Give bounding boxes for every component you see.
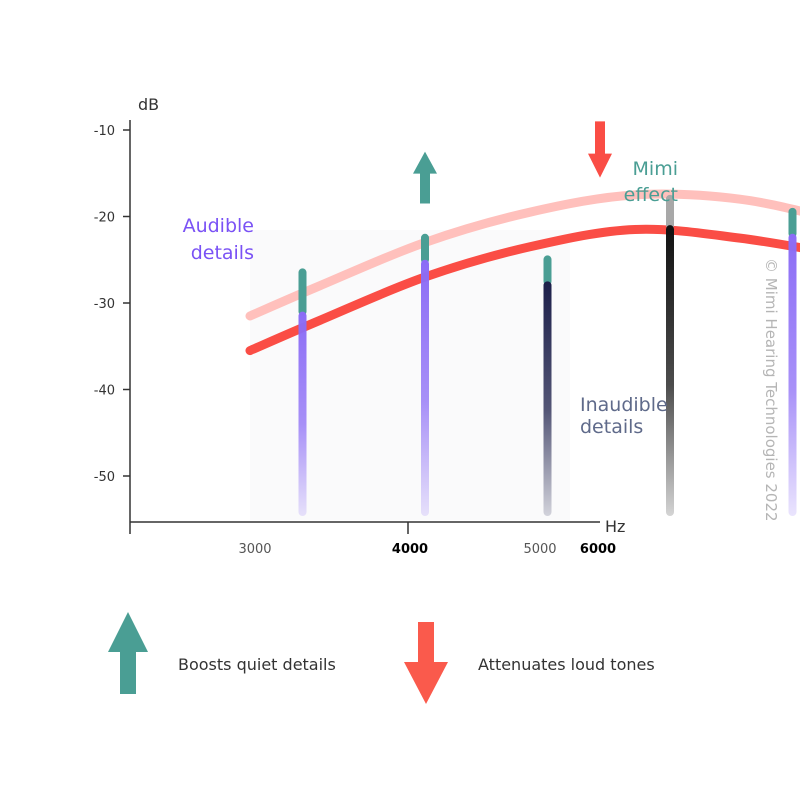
y-tick-label: -30 — [94, 297, 115, 312]
legend-boost-label: Boosts quiet details — [178, 655, 336, 674]
audible-details-label-line1: Audible — [183, 215, 254, 237]
down-arrow-icon — [588, 121, 612, 178]
bar-boost-segment — [298, 268, 307, 316]
y-tick-label: -50 — [94, 470, 115, 485]
y-axis-label: dB — [138, 95, 159, 114]
bars — [298, 194, 797, 517]
hearing-threshold-curve — [245, 224, 800, 356]
up-arrow-icon — [108, 612, 148, 694]
legend-attenuate: Attenuates loud tones — [404, 622, 655, 704]
x-tick-label: 4000 — [392, 542, 428, 557]
bar — [298, 311, 307, 516]
x-axis-label: Hz — [605, 517, 625, 536]
y-tick-label: -10 — [94, 124, 115, 139]
up-arrow-icon — [413, 151, 437, 204]
x-tick-label: 3000 — [238, 542, 271, 557]
mimi-effect-label-line1: Mimi — [633, 158, 678, 180]
inaudible-details-label-line1: Inaudible — [580, 394, 668, 416]
bar-boost-segment — [666, 194, 674, 230]
legend-boost: Boosts quiet details — [108, 612, 336, 694]
audible-details-label-line2: details — [191, 242, 254, 264]
y-ticks: -10 -20 -30 -40 -50 — [94, 124, 130, 485]
plot-background — [250, 230, 570, 520]
inaudible-details-label-line2: details — [580, 416, 643, 438]
bar-boost-segment — [788, 207, 797, 238]
down-arrow-icon — [404, 622, 448, 704]
bar — [421, 259, 429, 516]
bar — [788, 233, 797, 517]
bar — [666, 225, 674, 516]
x-tick-label: 5000 — [523, 542, 556, 557]
bar — [543, 281, 552, 516]
bar-boost-segment — [421, 233, 429, 264]
legend-attenuate-label: Attenuates loud tones — [478, 655, 655, 674]
arrows — [413, 121, 612, 204]
y-tick-label: -40 — [94, 384, 115, 399]
curves — [245, 189, 800, 356]
copyright: © Mimi Hearing Technologies 2022 — [762, 258, 780, 522]
mimi-effect-label-line2: effect — [624, 184, 678, 206]
threshold-with-mimi-effect-curve — [245, 189, 800, 321]
x-tick-label: 6000 — [580, 542, 616, 557]
y-tick-label: -20 — [94, 211, 115, 226]
x-ticks: 3000 4000 5000 6000 — [129, 522, 616, 557]
bar-boost-segment — [543, 255, 552, 286]
